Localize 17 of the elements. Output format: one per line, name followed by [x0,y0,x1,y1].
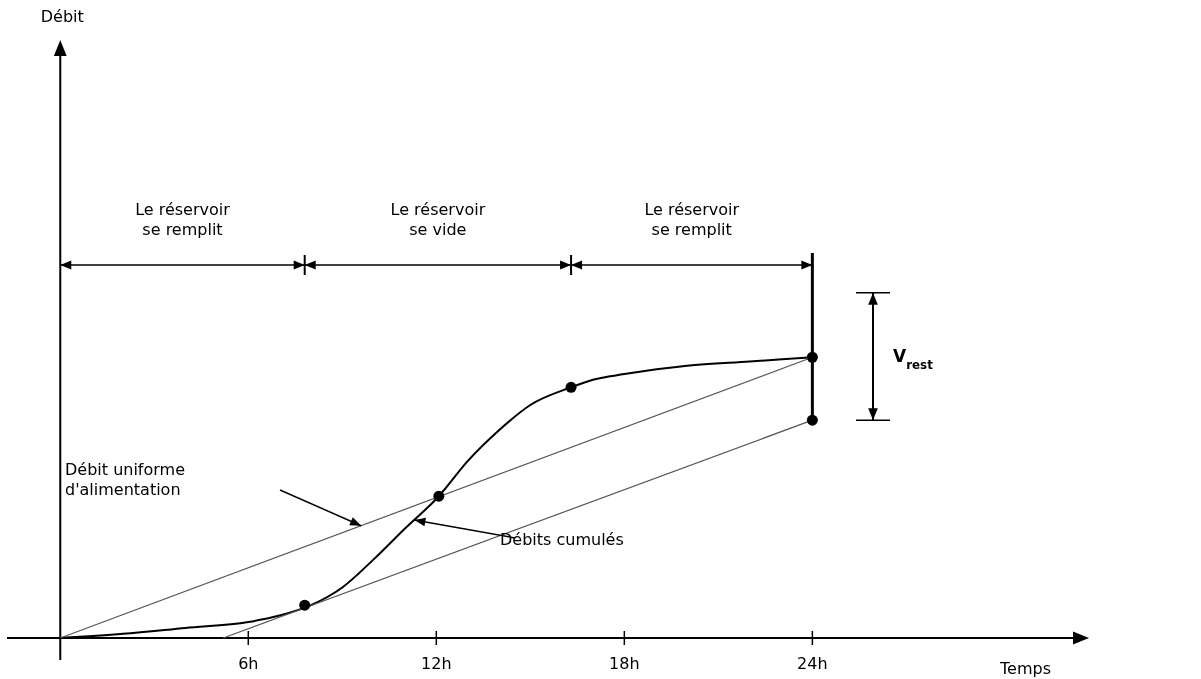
x-axis-title: Temps [999,659,1051,678]
text: Le réservoir se remplit [135,200,231,239]
point [433,490,445,502]
text: Le réservoir se vide [390,200,486,239]
text: Débit [40,7,84,26]
x-tick-label: 12h [421,654,452,673]
point [299,599,311,611]
point [565,381,577,393]
text: Le réservoir se remplit [644,200,740,239]
annotation: V$_{rest}$ [893,346,934,373]
annotation: Débits cumulés [500,530,624,549]
point [806,414,818,426]
x-tick-label: 18h [609,654,640,673]
x-tick-label: 24h [797,654,828,673]
x-tick-label: 6h [238,654,259,673]
point [806,351,818,363]
annotation: Débit uniforme d'alimentation [65,460,185,499]
